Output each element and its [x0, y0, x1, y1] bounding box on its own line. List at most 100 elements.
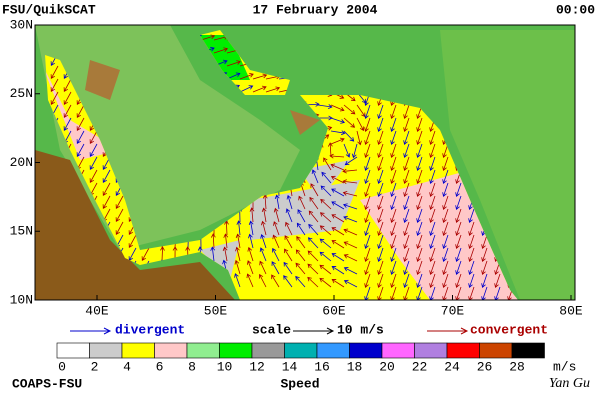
wind-arrow	[102, 195, 111, 209]
wind-arrow	[246, 273, 254, 288]
wind-arrow	[235, 246, 241, 262]
wind-arrow	[390, 221, 397, 236]
wind-arrow	[390, 247, 397, 262]
wind-arrow	[295, 275, 306, 288]
colorbar-tick: 8	[188, 359, 196, 374]
wind-arrow	[403, 260, 410, 275]
wind-arrow	[442, 260, 449, 275]
wind-arrow	[259, 247, 267, 262]
wind-arrow	[342, 168, 358, 174]
wind-arrow	[252, 85, 267, 93]
wind-arrow	[416, 195, 423, 210]
colorbar-tick: 14	[282, 359, 298, 374]
wind-arrow	[364, 273, 371, 288]
wind-arrow	[272, 234, 280, 249]
wind-arrow	[455, 234, 462, 249]
colorbar-box	[154, 342, 188, 359]
wind-arrow	[284, 235, 293, 249]
colorbar-box	[251, 342, 285, 359]
wind-arrow	[319, 238, 332, 249]
wind-arrow	[89, 143, 98, 157]
colorbar-box	[121, 342, 155, 359]
wind-arrow	[442, 234, 449, 249]
wind-arrow	[390, 143, 397, 158]
wind-arrow	[468, 221, 475, 236]
colorbar-unit: m/s	[553, 359, 576, 374]
wind-arrow	[330, 163, 345, 171]
wind-arrow	[494, 286, 501, 300]
sea-gray	[200, 160, 360, 280]
colorbar-tick: 4	[123, 359, 131, 374]
wind-arrow	[89, 169, 98, 183]
lat-label: 15N	[10, 224, 33, 239]
date: 17 February 2004	[253, 2, 378, 17]
wind-arrow	[377, 221, 384, 236]
wind-arrow	[343, 215, 358, 223]
wind-arrow	[390, 208, 397, 223]
wind-arrow	[442, 208, 449, 223]
wind-arrow	[403, 130, 410, 145]
wind-arrow	[377, 130, 384, 145]
wind-arrow	[390, 260, 397, 275]
wind-arrow	[429, 286, 436, 300]
colorbar-tick: 16	[314, 359, 330, 374]
wind-arrow	[390, 117, 397, 132]
colorbar-box	[284, 342, 318, 359]
wind-arrow	[429, 247, 436, 262]
wind-arrow	[76, 117, 85, 131]
arrow-head	[326, 327, 335, 335]
wind-arrow	[252, 73, 268, 80]
wind-arrow	[283, 261, 293, 275]
wind-arrow	[239, 85, 254, 93]
wind-arrow	[342, 179, 358, 185]
wind-arrow	[364, 117, 371, 132]
colorbar-tick: 28	[509, 359, 525, 374]
wind-arrow	[442, 156, 449, 171]
wind-arrow	[50, 91, 59, 105]
wind-arrow	[259, 260, 267, 275]
wind-arrow	[320, 198, 332, 210]
wind-arrow	[429, 143, 436, 158]
wind-arrow	[296, 236, 306, 249]
wind-arrow	[481, 286, 488, 300]
scale-value: 10 m/s	[337, 322, 384, 337]
wind-arrow	[377, 117, 384, 132]
wind-arrow	[377, 169, 384, 184]
wind-arrow	[468, 247, 475, 262]
wind-arrow	[377, 182, 384, 197]
wind-arrow	[343, 130, 355, 142]
wind-arrow	[416, 221, 423, 236]
wind-arrow	[343, 117, 356, 128]
wind-arrow	[271, 247, 280, 262]
colorbar-box	[511, 342, 545, 359]
wind-arrow	[141, 247, 150, 261]
wind-arrow	[330, 175, 345, 184]
wind-arrow	[403, 273, 410, 288]
colorbar-tick: 0	[58, 359, 66, 374]
time: 00:00	[556, 2, 595, 17]
wind-arrow	[89, 130, 98, 144]
wind-arrow	[416, 117, 423, 132]
wind-arrow	[390, 273, 397, 288]
wind-arrow	[331, 214, 345, 223]
wind-arrow	[102, 169, 111, 183]
africa	[35, 150, 235, 300]
wind-arrow	[416, 273, 423, 288]
colorbar-box	[56, 342, 90, 359]
wind-arrow	[331, 266, 345, 275]
wind-arrow	[390, 104, 397, 119]
wind-arrow	[260, 220, 267, 236]
wind-arrow	[416, 143, 423, 158]
wind-arrow	[403, 117, 410, 132]
wind-arrow	[343, 104, 356, 115]
wind-arrow	[377, 260, 384, 275]
wind-arrow	[76, 130, 85, 144]
wind-arrow	[260, 233, 267, 249]
wind-arrow	[309, 196, 319, 210]
wind-arrow	[285, 221, 293, 236]
sea-pink	[45, 60, 518, 300]
colorbar-tick: 12	[249, 359, 265, 374]
wind-arrow	[246, 260, 254, 275]
product: FSU/QuikSCAT	[2, 2, 96, 17]
